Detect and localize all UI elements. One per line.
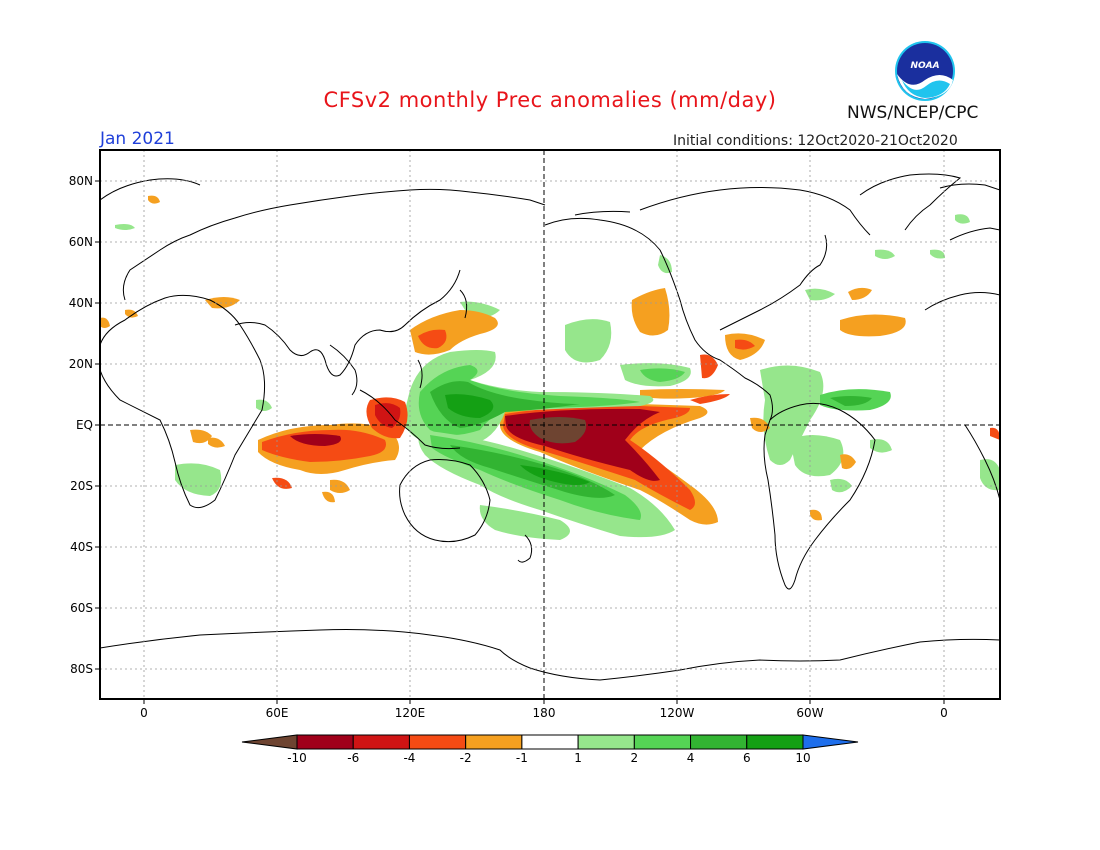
colorbar-swatch	[746, 734, 804, 750]
colorbar-label: -10	[287, 751, 307, 765]
logo-text: NOAA	[910, 61, 940, 71]
noaa-logo: NOAA	[894, 40, 956, 102]
lon-label: 60W	[796, 706, 823, 720]
lon-label: 120W	[660, 706, 695, 720]
forecast-month-label: Jan 2021	[100, 129, 175, 149]
colorbar-arrow-low	[241, 734, 298, 750]
longitude-labels: 0 60E 120E 180 120W 60W 0	[140, 706, 948, 720]
colorbar-label: -6	[347, 751, 359, 765]
colorbar-arrow-high	[802, 734, 859, 750]
lon-label: 120E	[395, 706, 426, 720]
colorbar-label: -2	[460, 751, 472, 765]
initial-conditions-label: Initial conditions: 12Oct2020-21Oct2020	[673, 133, 958, 149]
colorbar-label: 1	[574, 751, 582, 765]
colorbar-label: 4	[687, 751, 695, 765]
agency-label: NWS/NCEP/CPC	[847, 103, 979, 123]
colorbar-swatch	[296, 734, 354, 750]
lon-label: 0	[940, 706, 948, 720]
colorbar-label: 10	[795, 751, 810, 765]
chart-title: CFSv2 monthly Prec anomalies (mm/day)	[323, 88, 777, 112]
lat-label: 20N	[69, 357, 93, 371]
west-pacific-wet-anomaly	[404, 301, 691, 447]
colorbar-label: -4	[403, 751, 415, 765]
axis-ticks	[95, 180, 945, 704]
lat-label: 80S	[70, 662, 93, 676]
tropical-wet-patches	[115, 214, 1000, 496]
colorbar-label: -1	[516, 751, 528, 765]
lat-label: 40N	[69, 296, 93, 310]
lat-label: EQ	[76, 418, 93, 432]
coastlines	[100, 173, 1000, 681]
colorbar-label: 6	[743, 751, 751, 765]
colorbar-swatch	[577, 734, 635, 750]
lat-label: 40S	[70, 540, 93, 554]
colorbar-swatch	[521, 734, 579, 750]
colorbar-swatch	[690, 734, 748, 750]
colorbar-label: 2	[631, 751, 639, 765]
extratropical-dry-patches	[100, 195, 1000, 521]
graticule	[100, 150, 1000, 699]
lon-label: 180	[533, 706, 556, 720]
latitude-labels: 80N 60N 40N 20N EQ 20S 40S 60S 80S	[69, 174, 93, 676]
lat-label: 80N	[69, 174, 93, 188]
colorbar-swatch	[408, 734, 467, 750]
colorbar-swatch	[352, 734, 410, 750]
indian-ocean-dry-anomaly	[190, 397, 408, 503]
lat-label: 20S	[70, 479, 93, 493]
lon-label: 60E	[266, 706, 289, 720]
lat-label: 60S	[70, 601, 93, 615]
colorbar-swatch	[633, 734, 692, 750]
colorbar-swatch	[465, 734, 523, 750]
spcz-wet-anomaly	[418, 430, 675, 540]
lat-label: 60N	[69, 235, 93, 249]
lon-label: 0	[140, 706, 148, 720]
colorbar: -10 -6 -4 -2 -1 1 2 4 6 10	[241, 734, 859, 765]
anomaly-shading	[100, 195, 1000, 540]
